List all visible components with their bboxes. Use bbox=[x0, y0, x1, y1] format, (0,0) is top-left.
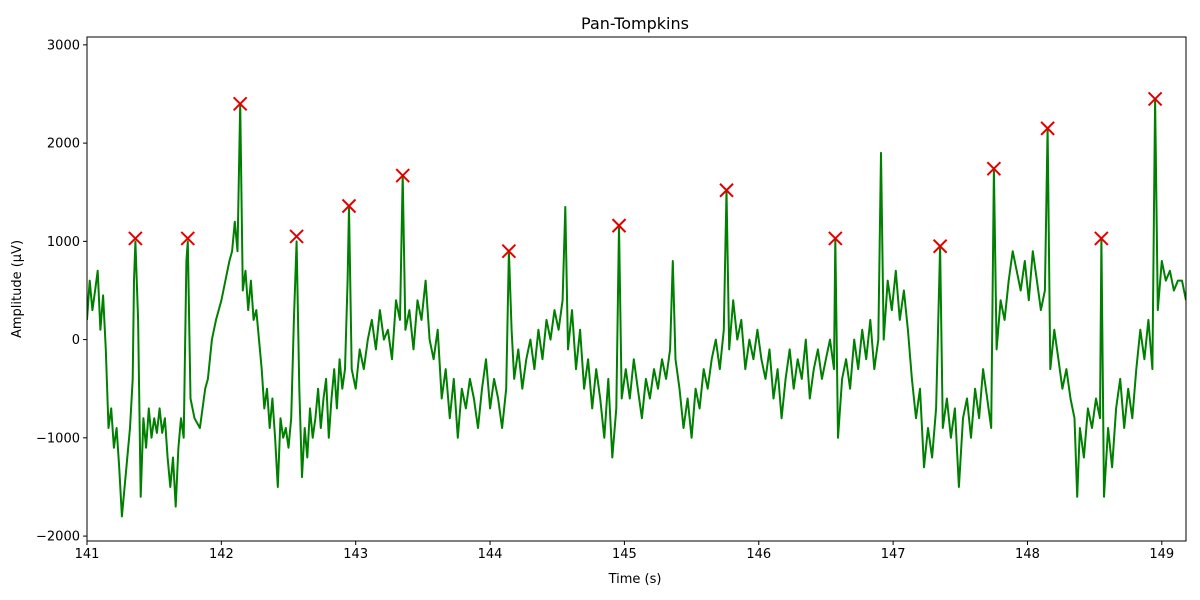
x-tick-label: 142 bbox=[209, 547, 234, 562]
x-tick-label: 145 bbox=[612, 547, 637, 562]
axes: 141 142 143 144 145 146 147 148 149 −2000 −1000 0 10… bbox=[36, 36, 1187, 562]
r-peak-marker bbox=[1040, 121, 1055, 136]
x-tick-label: 141 bbox=[75, 547, 100, 562]
y-tick-label: −2000 bbox=[36, 530, 80, 545]
r-peak-marker bbox=[289, 229, 304, 244]
r-peak-marker bbox=[501, 243, 517, 259]
r-peak-marker bbox=[341, 198, 357, 214]
y-tick-label: 3000 bbox=[47, 38, 80, 53]
y-tick-label: 0 bbox=[72, 333, 80, 348]
r-peak-marker bbox=[180, 231, 195, 246]
r-peak-marker bbox=[232, 96, 248, 112]
y-tick-label: 2000 bbox=[47, 137, 80, 152]
y-tick-label: −1000 bbox=[36, 431, 80, 446]
x-tick-label: 149 bbox=[1149, 547, 1174, 562]
plot-area bbox=[87, 91, 1186, 518]
r-peak-marker bbox=[1147, 91, 1163, 107]
x-tick-label: 147 bbox=[881, 547, 906, 562]
x-tick-label: 146 bbox=[746, 547, 771, 562]
y-tick-label: 1000 bbox=[47, 235, 80, 250]
r-peak-marker bbox=[611, 218, 627, 233]
r-peak-marker bbox=[828, 231, 843, 246]
y-axis-label: Amplitude (μV) bbox=[10, 240, 25, 338]
x-tick-label: 148 bbox=[1015, 547, 1040, 562]
r-peak-marker bbox=[932, 239, 948, 254]
r-peak-marker bbox=[986, 161, 1002, 176]
ecg-signal-line bbox=[87, 97, 1186, 518]
x-tick-label: 143 bbox=[343, 547, 368, 562]
chart-title: Pan-Tompkins bbox=[581, 14, 689, 33]
r-peak-marker bbox=[719, 183, 734, 198]
r-peak-marker bbox=[395, 168, 410, 183]
x-tick-label: 144 bbox=[478, 547, 503, 562]
x-axis-label: Time (s) bbox=[608, 572, 662, 587]
plot-frame bbox=[86, 36, 1187, 542]
r-peak-marker bbox=[128, 231, 143, 246]
r-peak-marker bbox=[1094, 231, 1109, 246]
